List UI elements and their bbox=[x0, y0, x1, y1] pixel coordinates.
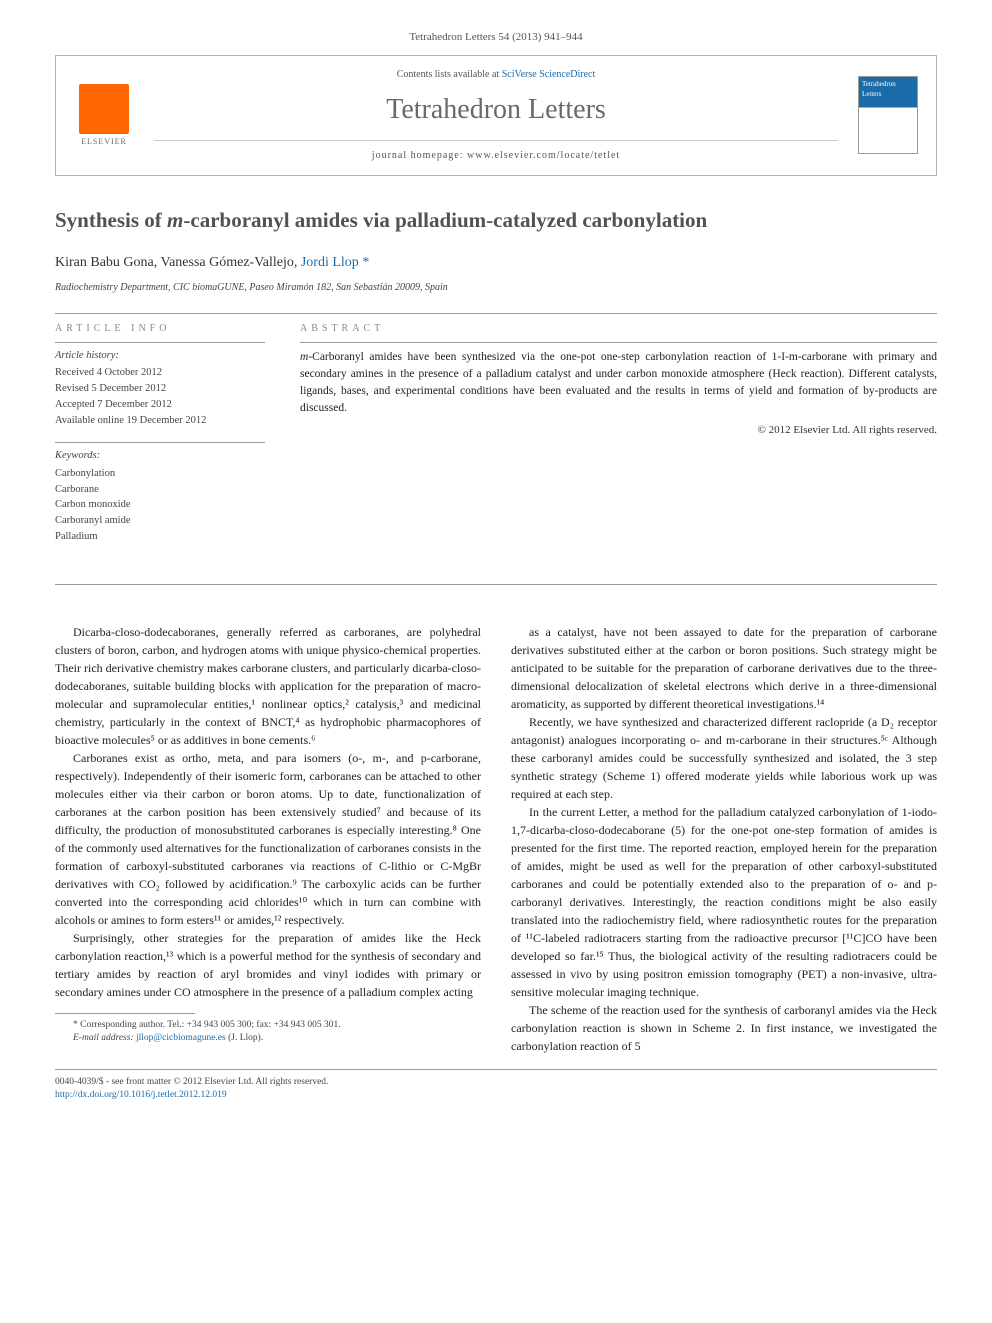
cover-title: Tetrahedron Letters bbox=[859, 77, 917, 103]
affiliation: Radiochemistry Department, CIC biomaGUNE… bbox=[55, 281, 937, 295]
history-block: Article history: Received 4 October 2012… bbox=[55, 342, 265, 429]
author-2: Vanessa Gómez-Vallejo bbox=[161, 255, 294, 270]
elsevier-label: ELSEVIER bbox=[81, 136, 127, 147]
elsevier-logo[interactable]: ELSEVIER bbox=[74, 80, 134, 150]
journal-header: ELSEVIER Contents lists available at Sci… bbox=[55, 55, 937, 175]
homepage-line: journal homepage: www.elsevier.com/locat… bbox=[154, 140, 838, 163]
corresponding-footnote: * Corresponding author. Tel.: +34 943 00… bbox=[55, 1019, 481, 1032]
paragraph-1: Dicarba-closo-dodecaboranes, generally r… bbox=[55, 623, 481, 749]
paragraph-4: as a catalyst, have not been assayed to … bbox=[511, 623, 937, 713]
footnote-separator bbox=[55, 1013, 195, 1014]
homepage-prefix: journal homepage: bbox=[372, 150, 467, 161]
journal-name: Tetrahedron Letters bbox=[154, 90, 838, 129]
paragraph-7: The scheme of the reaction used for the … bbox=[511, 1001, 937, 1055]
article-info-heading: ARTICLE INFO bbox=[55, 322, 265, 336]
divider bbox=[55, 313, 937, 314]
contents-prefix: Contents lists available at bbox=[397, 69, 502, 80]
journal-cover-thumbnail[interactable]: Tetrahedron Letters bbox=[858, 76, 918, 154]
author-3-corresponding[interactable]: Jordi Llop bbox=[301, 255, 359, 270]
paragraph-5: Recently, we have synthesized and charac… bbox=[511, 713, 937, 803]
footer-copyright: 0040-4039/$ - see front matter © 2012 El… bbox=[55, 1076, 937, 1089]
email-link[interactable]: jllop@cicbiomagune.es bbox=[136, 1033, 226, 1043]
info-abstract-row: ARTICLE INFO Article history: Received 4… bbox=[55, 322, 937, 559]
spacer bbox=[55, 593, 937, 623]
abstract-copyright: © 2012 Elsevier Ltd. All rights reserved… bbox=[300, 422, 937, 439]
history-label: Article history: bbox=[55, 349, 265, 364]
keyword-4: Carboranyl amide bbox=[55, 513, 265, 529]
email-name: (J. Llop). bbox=[228, 1033, 263, 1043]
paragraph-6: In the current Letter, a method for the … bbox=[511, 803, 937, 1001]
author-1: Kiran Babu Gona bbox=[55, 255, 154, 270]
footer-bar: 0040-4039/$ - see front matter © 2012 El… bbox=[55, 1069, 937, 1103]
history-revised: Revised 5 December 2012 bbox=[55, 381, 265, 397]
keyword-3: Carbon monoxide bbox=[55, 497, 265, 513]
article-title: Synthesis of m-carboranyl amides via pal… bbox=[55, 206, 937, 235]
authors-line: Kiran Babu Gona, Vanessa Gómez-Vallejo, … bbox=[55, 253, 937, 273]
paragraph-2: Carboranes exist as ortho, meta, and par… bbox=[55, 749, 481, 929]
citation-bar: Tetrahedron Letters 54 (2013) 941–944 bbox=[55, 30, 937, 45]
abstract-text: m-Carboranyl amides have been synthesize… bbox=[300, 342, 937, 439]
divider-2 bbox=[55, 584, 937, 585]
keywords-label: Keywords: bbox=[55, 449, 265, 464]
homepage-url[interactable]: www.elsevier.com/locate/tetlet bbox=[467, 150, 620, 161]
paragraph-3: Surprisingly, other strategies for the p… bbox=[55, 929, 481, 1001]
elsevier-tree-icon bbox=[79, 84, 129, 134]
doi-link[interactable]: http://dx.doi.org/10.1016/j.tetlet.2012.… bbox=[55, 1090, 227, 1100]
title-pre: Synthesis of bbox=[55, 208, 167, 232]
history-available: Available online 19 December 2012 bbox=[55, 413, 265, 429]
footnote-block: * Corresponding author. Tel.: +34 943 00… bbox=[55, 1013, 481, 1046]
header-inner: ELSEVIER Contents lists available at Sci… bbox=[74, 68, 918, 162]
corresponding-asterisk: * bbox=[362, 255, 369, 270]
keyword-5: Palladium bbox=[55, 529, 265, 545]
abstract-column: ABSTRACT m-Carboranyl amides have been s… bbox=[300, 322, 937, 559]
title-post: -carboranyl amides via palladium-catalyz… bbox=[183, 208, 707, 232]
title-italic: m bbox=[167, 208, 183, 232]
email-footnote: E-mail address: jllop@cicbiomagune.es (J… bbox=[55, 1032, 481, 1045]
keyword-1: Carbonylation bbox=[55, 466, 265, 482]
keywords-block: Keywords: Carbonylation Carborane Carbon… bbox=[55, 442, 265, 544]
abstract-body: -Carboranyl amides have been synthesized… bbox=[300, 351, 937, 415]
history-accepted: Accepted 7 December 2012 bbox=[55, 397, 265, 413]
contents-line: Contents lists available at SciVerse Sci… bbox=[154, 68, 838, 82]
article-info-column: ARTICLE INFO Article history: Received 4… bbox=[55, 322, 265, 559]
keyword-2: Carborane bbox=[55, 482, 265, 498]
header-center: Contents lists available at SciVerse Sci… bbox=[134, 68, 858, 162]
body-text: Dicarba-closo-dodecaboranes, generally r… bbox=[55, 623, 937, 1055]
abstract-heading: ABSTRACT bbox=[300, 322, 937, 336]
sciverse-link[interactable]: SciVerse ScienceDirect bbox=[502, 69, 596, 80]
history-received: Received 4 October 2012 bbox=[55, 365, 265, 381]
email-label: E-mail address: bbox=[73, 1033, 134, 1043]
